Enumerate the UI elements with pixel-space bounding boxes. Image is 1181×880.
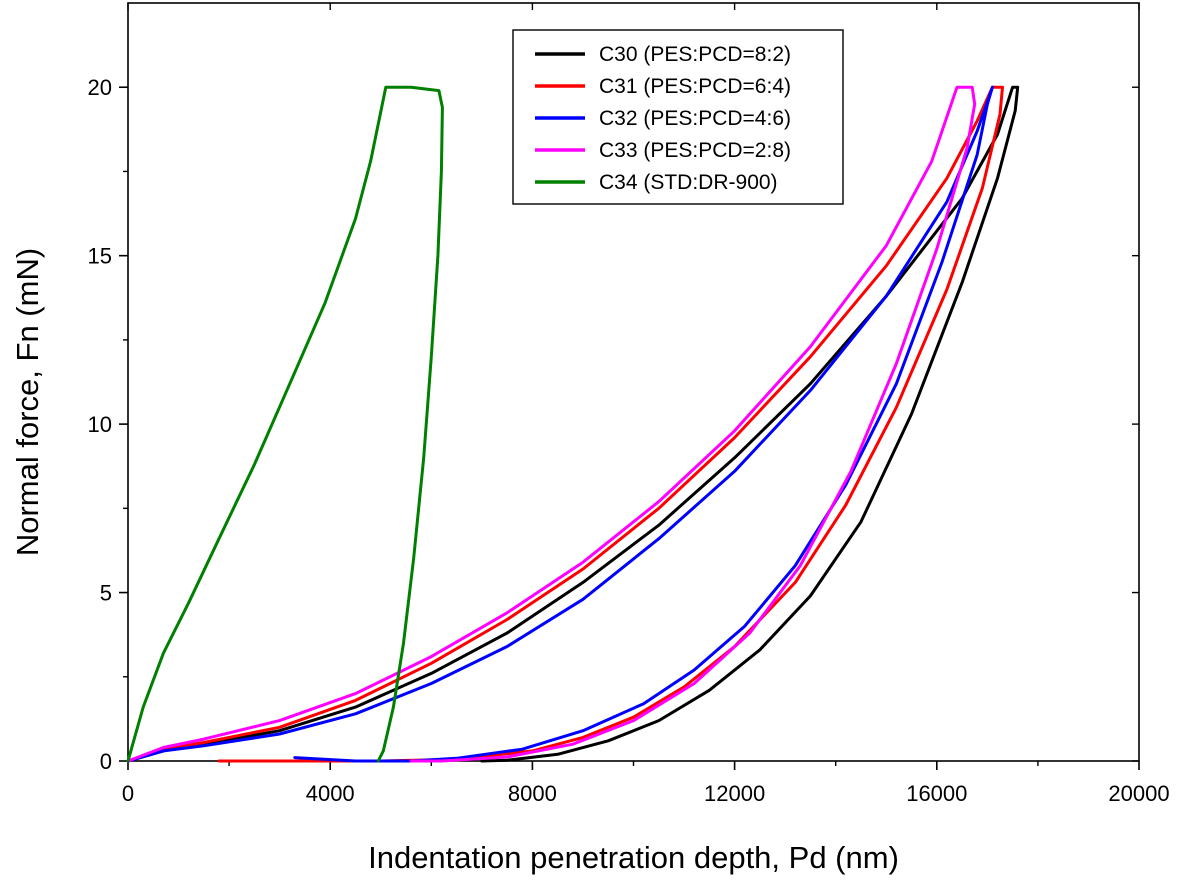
y-tick-label: 5 — [100, 581, 112, 606]
y-tick-label: 20 — [88, 75, 112, 100]
series-line-c33 — [126, 85, 977, 763]
legend-entry: C33 (PES:PCD=2:8) — [599, 139, 791, 162]
y-tick-label: 10 — [88, 412, 112, 437]
legend: C30 (PES:PCD=8:2) C31 (PES:PCD=6:4) C32 (P… — [512, 29, 844, 205]
x-tick-label: 8000 — [508, 781, 557, 806]
series-line-c30 — [126, 85, 1020, 763]
series-line-c32 — [126, 85, 994, 763]
legend-entry: C32 (PES:PCD=4:6) — [599, 107, 791, 130]
x-tick-label: 12000 — [704, 781, 765, 806]
x-tick-label: 16000 — [906, 781, 967, 806]
legend-entry: C34 (STD:DR-900) — [599, 171, 778, 194]
axes: 0 4000 8000 12000 16000 20000 0 5 10 15 20 — [88, 2, 1170, 806]
series-line-c31 — [126, 85, 1004, 763]
y-axis-title: Normal force, Fn (mN) — [10, 248, 45, 556]
x-axis-title: Indentation penetration depth, Pd (nm) — [368, 840, 899, 875]
y-tick-label: 15 — [88, 244, 112, 269]
series-line-c34 — [126, 85, 444, 763]
x-tick-label: 20000 — [1108, 781, 1169, 806]
legend-entry: C30 (PES:PCD=8:2) — [599, 43, 791, 66]
series-layer — [126, 85, 1020, 763]
legend-entry: C31 (PES:PCD=6:4) — [599, 75, 791, 98]
y-tick-label: 0 — [100, 749, 112, 774]
x-tick-label: 4000 — [306, 781, 355, 806]
x-tick-label: 0 — [122, 781, 134, 806]
